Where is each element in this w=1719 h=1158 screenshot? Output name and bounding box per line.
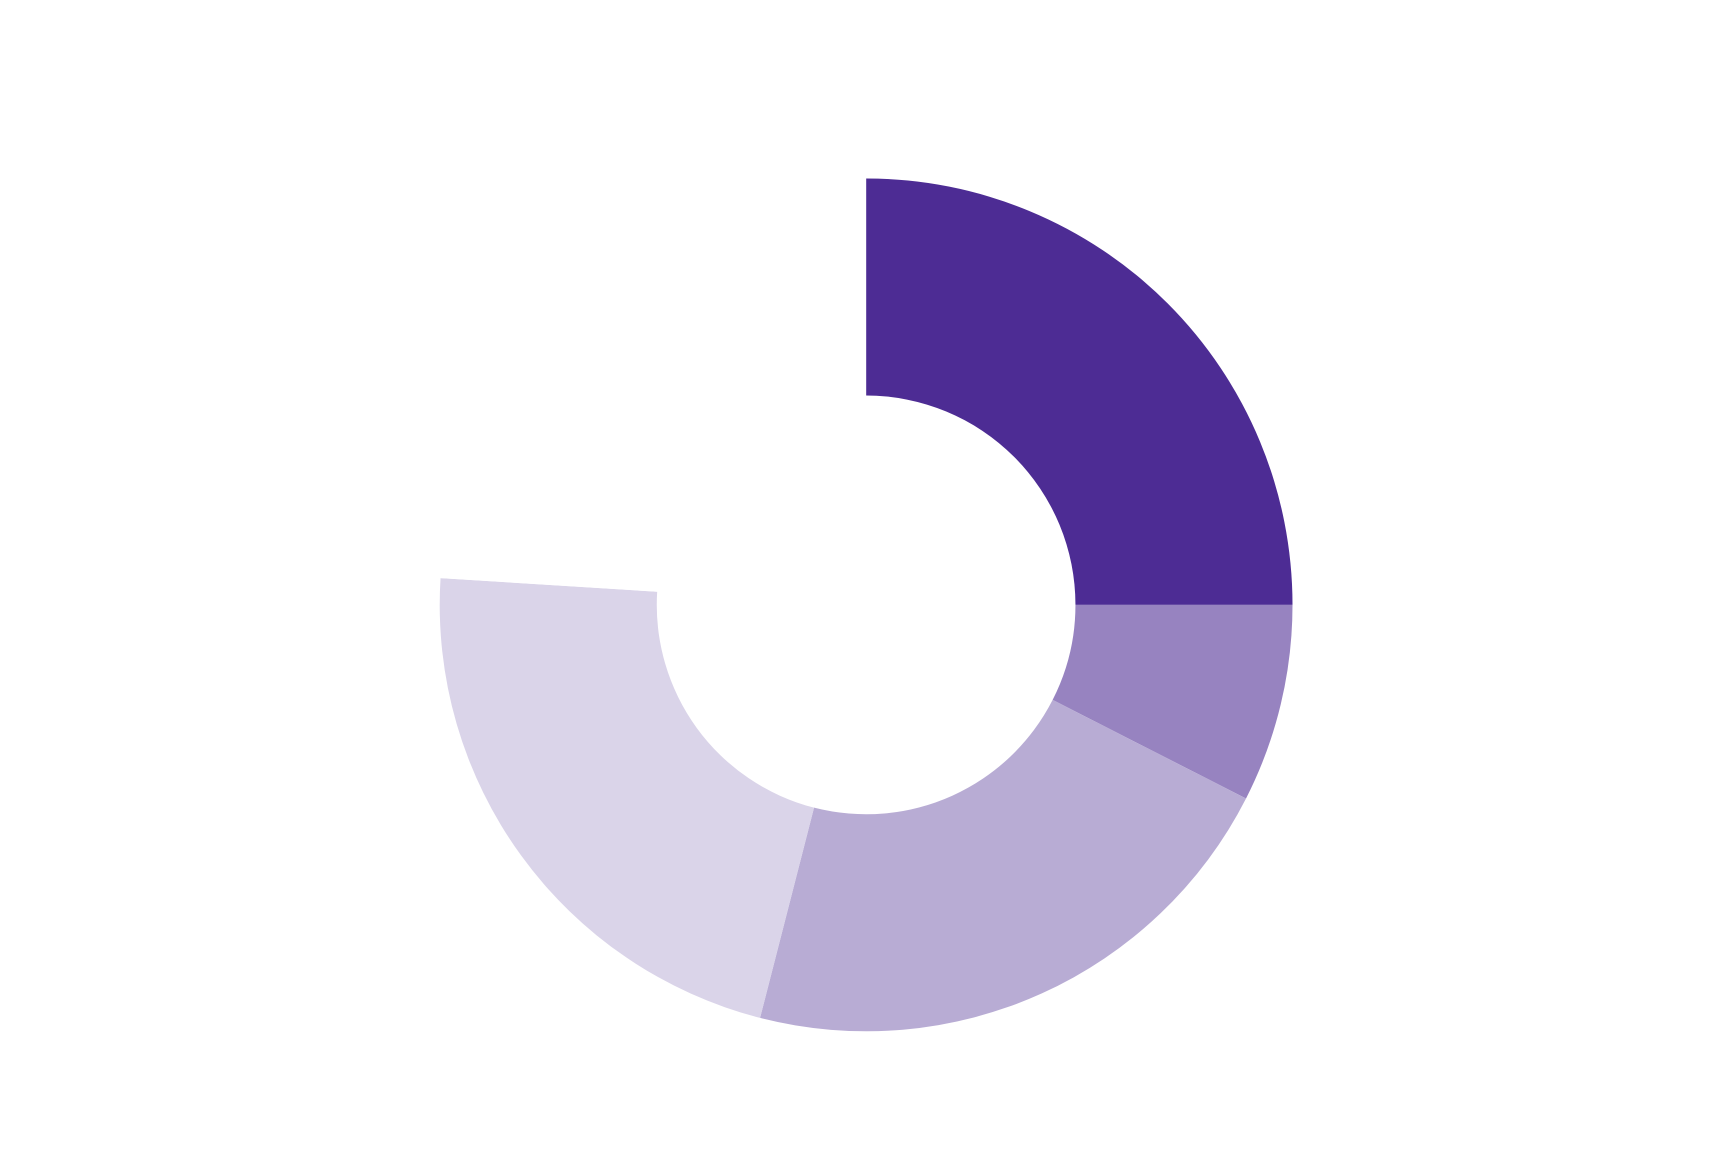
donut-slice xyxy=(866,178,1293,605)
donut-slice xyxy=(1052,604,1293,799)
donut-slice xyxy=(440,178,867,592)
donut-slice xyxy=(760,699,1247,1032)
donut-slice xyxy=(439,578,815,1018)
